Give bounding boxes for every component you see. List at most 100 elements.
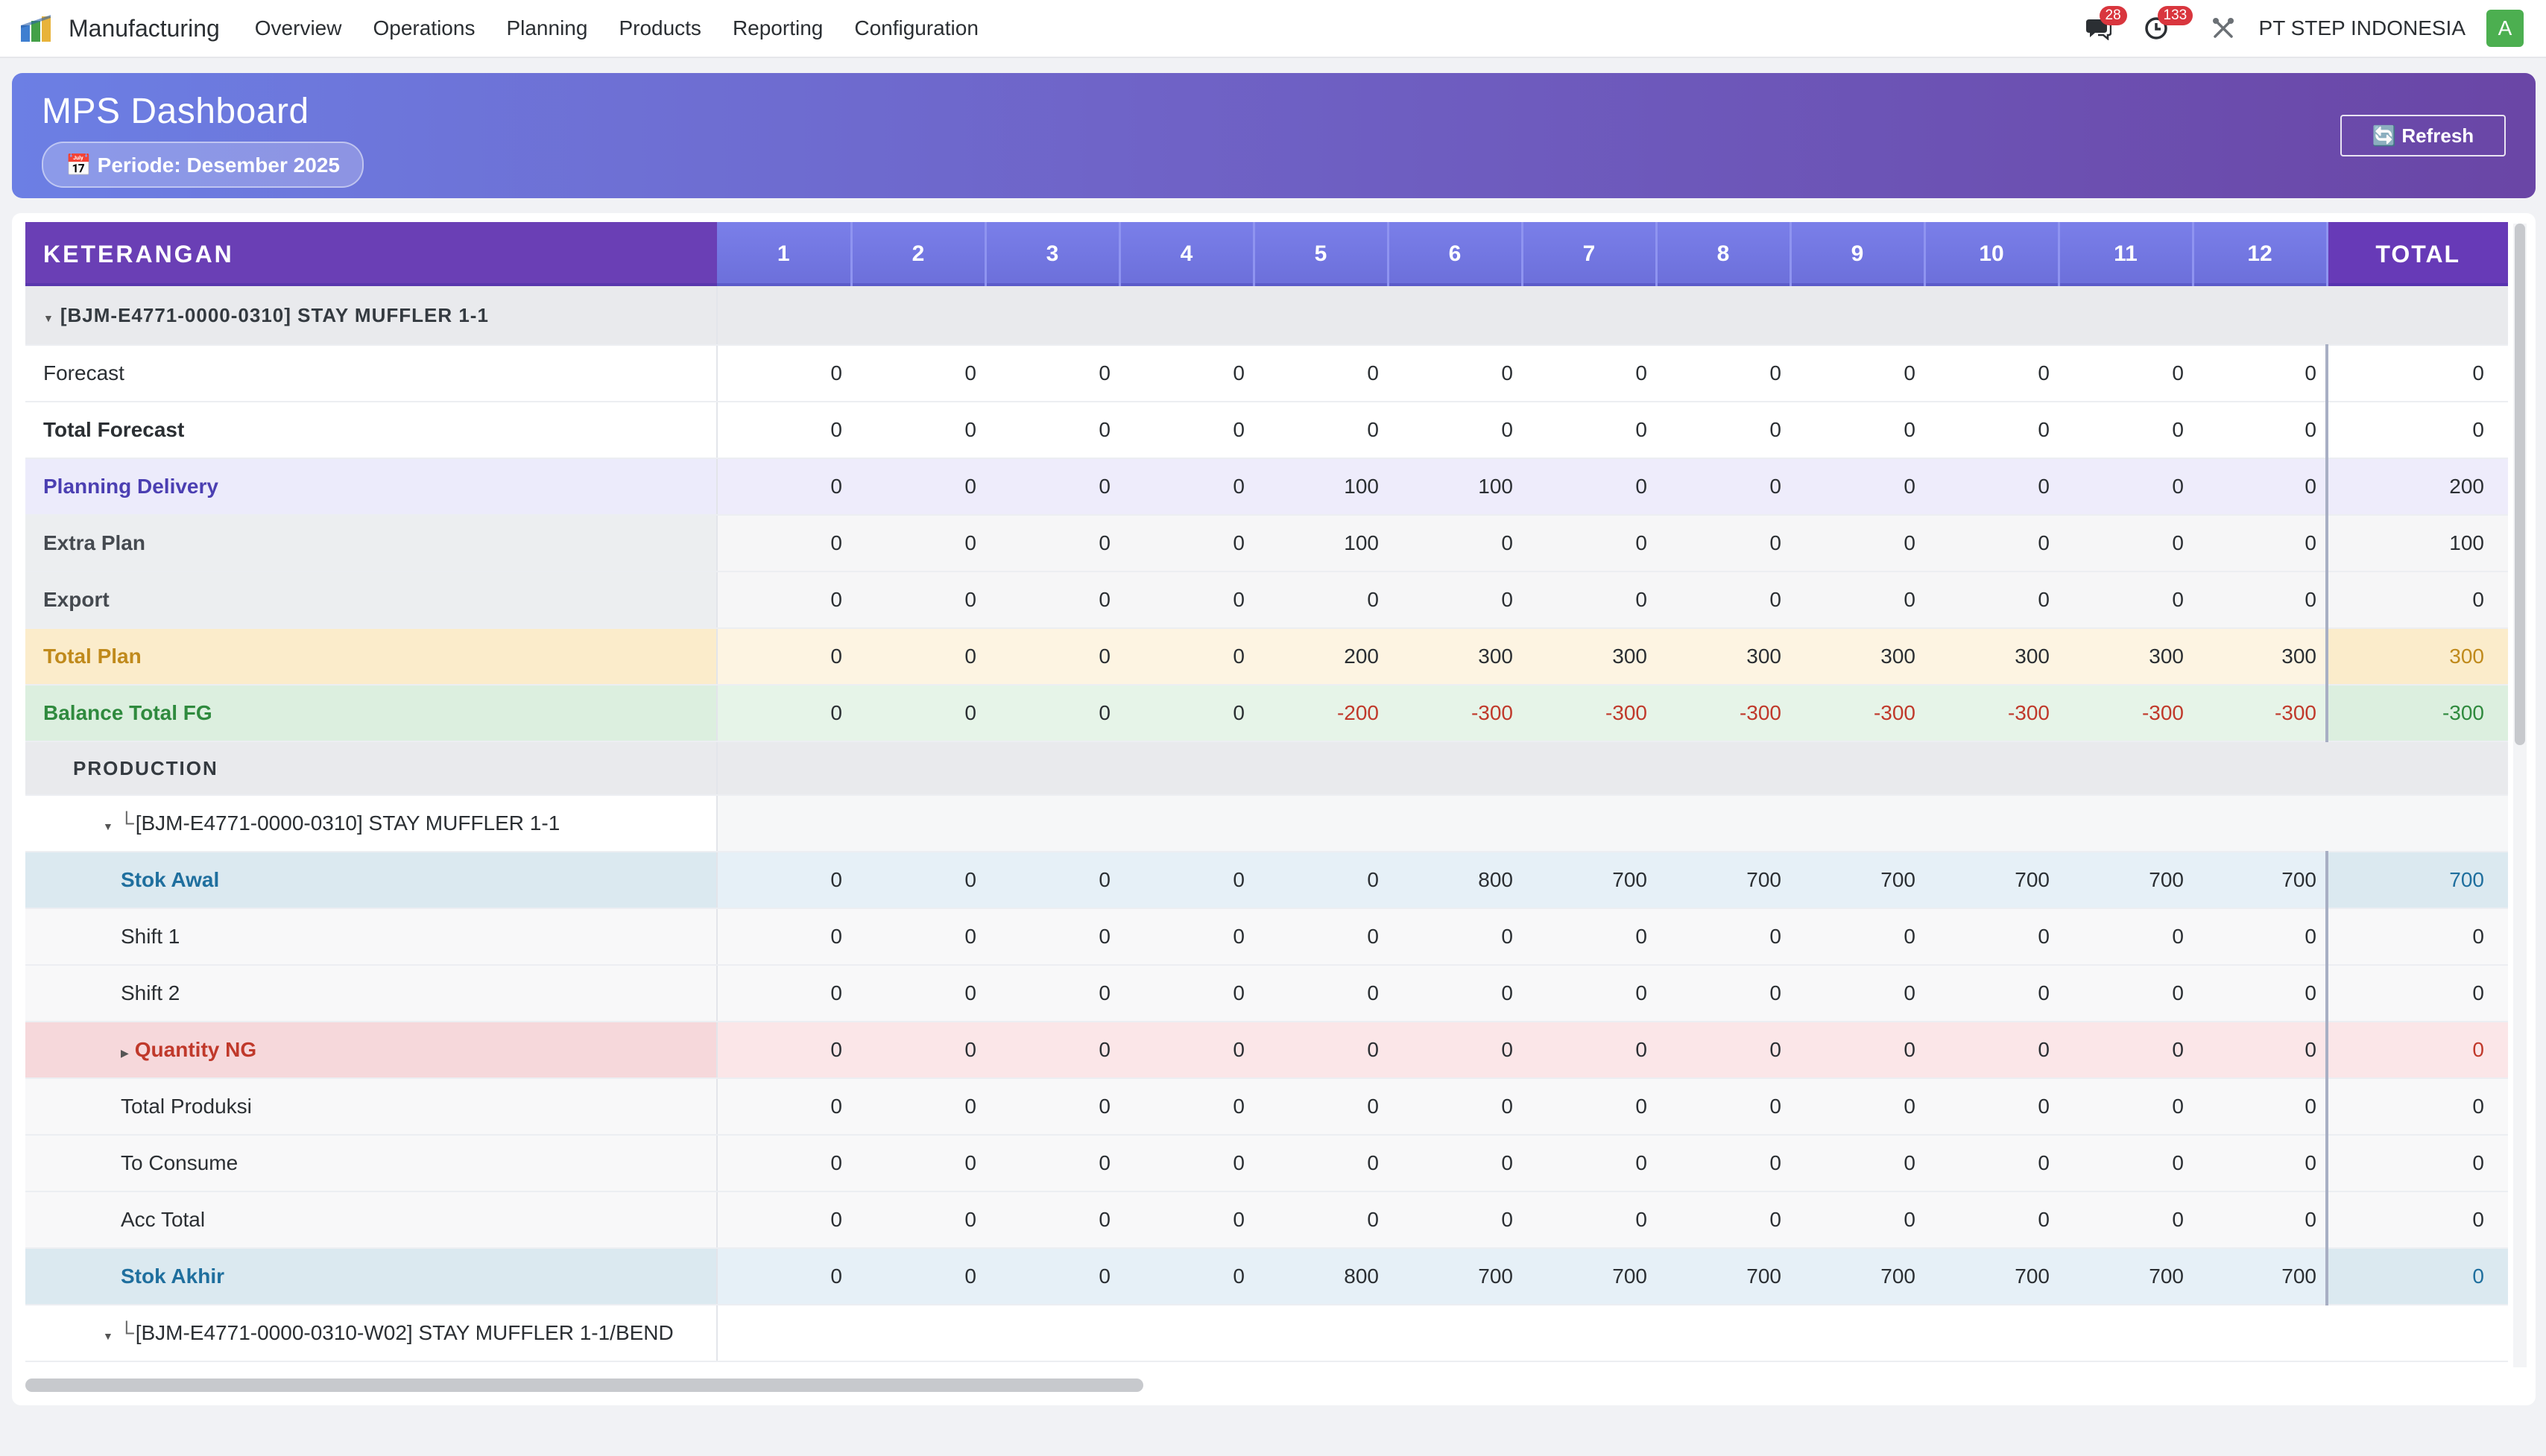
tree-branch-icon: └ <box>119 1321 134 1344</box>
cell-month-value: 0 <box>1119 908 1254 966</box>
cell-month-value: 0 <box>2193 458 2327 516</box>
vertical-scrollbar[interactable] <box>2513 224 2527 1367</box>
item-row-spacer <box>717 795 2508 852</box>
cell-month-value: 0 <box>851 908 985 966</box>
cell-month-value: 0 <box>851 1078 985 1136</box>
column-header-month: 1 <box>717 222 853 286</box>
cell-month-value: 0 <box>1924 965 2059 1022</box>
debug-tools-button[interactable] <box>2207 12 2240 45</box>
cell-total-value: -300 <box>2325 685 2508 742</box>
cell-total-value: 200 <box>2325 458 2508 516</box>
top-navbar: Manufacturing Overview Operations Planni… <box>0 0 2546 58</box>
cell-month-value: 0 <box>1522 402 1656 459</box>
row-label-text: Stok Awal <box>121 868 220 891</box>
cell-month-value: 0 <box>1924 515 2059 572</box>
cell-month-value: 0 <box>985 965 1119 1022</box>
app-name: Manufacturing <box>69 14 220 42</box>
cell-month-value: 0 <box>1388 1191 1522 1249</box>
cell-month-value: 300 <box>2059 628 2193 686</box>
cell-month-value: 0 <box>1119 1022 1254 1079</box>
mps-row: Extra Plan 0 0 0 0 100 0 0 0 0 0 0 0 100 <box>25 515 2508 572</box>
horizontal-scrollbar[interactable] <box>25 1379 2508 1393</box>
cell-month-value: -300 <box>2193 685 2327 742</box>
cell-month-value: 0 <box>1119 685 1254 742</box>
cell-month-value: 0 <box>1254 1191 1388 1249</box>
cell-month-value: 0 <box>851 572 985 629</box>
cell-month-value: 700 <box>1924 852 2059 909</box>
cell-month-value: 0 <box>1924 572 2059 629</box>
cell-month-value: 0 <box>717 402 851 459</box>
cell-month-value: 0 <box>1119 852 1254 909</box>
production-item-row[interactable]: ▼ └[BJM-E4771-0000-0310] STAY MUFFLER 1-1 <box>25 795 2508 852</box>
cell-month-value: 0 <box>1790 1135 1924 1192</box>
production-item-label[interactable]: ▼ └[BJM-E4771-0000-0310-W02] STAY MUFFLER… <box>25 1305 718 1362</box>
product-group-row[interactable]: ▼ [BJM-E4771-0000-0310] STAY MUFFLER 1-1 <box>25 286 2508 346</box>
cell-month-value: 0 <box>1119 572 1254 629</box>
cell-month-value: 0 <box>851 402 985 459</box>
cell-month-value: 0 <box>851 458 985 516</box>
cell-month-value: 0 <box>1924 908 2059 966</box>
cell-month-value: 0 <box>2193 1022 2327 1079</box>
row-label-text: Export <box>43 588 110 611</box>
production-item-label[interactable]: ▼ └[BJM-E4771-0000-0310] STAY MUFFLER 1-1 <box>25 795 718 852</box>
cell-month-value: 0 <box>1790 515 1924 572</box>
cell-month-value: 0 <box>985 852 1119 909</box>
row-label-text: Shift 1 <box>121 925 180 948</box>
product-group-label[interactable]: ▼ [BJM-E4771-0000-0310] STAY MUFFLER 1-1 <box>25 286 718 346</box>
menu-operations[interactable]: Operations <box>373 16 476 39</box>
cell-month-value: 700 <box>2059 1248 2193 1305</box>
production-item-row[interactable]: ▼ └[BJM-E4771-0000-0310-W02] STAY MUFFLER… <box>25 1305 2508 1362</box>
cell-month-value: 0 <box>717 515 851 572</box>
cell-month-value: 700 <box>1790 852 1924 909</box>
cell-month-value: 700 <box>1522 1248 1656 1305</box>
cell-month-value: 0 <box>1254 572 1388 629</box>
row-label: Stok Akhir <box>25 1248 718 1305</box>
menu-overview[interactable]: Overview <box>254 16 342 39</box>
cell-month-value: 0 <box>985 402 1119 459</box>
cell-month-value: 0 <box>1656 1078 1790 1136</box>
row-label: Balance Total FG <box>25 685 718 742</box>
messages-button[interactable]: 28 <box>2082 6 2127 45</box>
menu-planning[interactable]: Planning <box>506 16 588 39</box>
cell-month-value: 0 <box>851 1022 985 1079</box>
cell-month-value: 0 <box>1656 965 1790 1022</box>
vertical-scroll-thumb[interactable] <box>2515 224 2525 745</box>
mps-row: Export 0 0 0 0 0 0 0 0 0 0 0 0 0 <box>25 572 2508 629</box>
mps-table-viewport[interactable]: KETERANGAN 1 2 3 4 5 6 7 8 9 10 11 12 TO… <box>25 222 2508 1370</box>
app-brand[interactable]: Manufacturing <box>19 13 239 43</box>
cell-month-value: 0 <box>851 515 985 572</box>
production-row: To Consume 0 0 0 0 0 0 0 0 0 0 0 0 0 <box>25 1135 2508 1192</box>
cell-month-value: 0 <box>851 628 985 686</box>
cell-month-value: 0 <box>1254 1135 1388 1192</box>
cell-month-value: 0 <box>1254 402 1388 459</box>
cell-month-value: 0 <box>2193 908 2327 966</box>
cell-month-value: 0 <box>1522 572 1656 629</box>
cell-month-value: 0 <box>717 628 851 686</box>
refresh-button[interactable]: 🔄 Refresh <box>2340 115 2506 156</box>
cell-month-value: 0 <box>985 1078 1119 1136</box>
cell-month-value: 0 <box>851 1248 985 1305</box>
cell-month-value: -300 <box>1656 685 1790 742</box>
table-header-row: KETERANGAN 1 2 3 4 5 6 7 8 9 10 11 12 TO… <box>25 222 2508 286</box>
activities-button[interactable]: 133 <box>2140 6 2193 45</box>
cell-month-value: 0 <box>2193 965 2327 1022</box>
row-label-text: Acc Total <box>121 1208 206 1231</box>
row-label[interactable]: ▶ Quantity NG <box>25 1022 718 1079</box>
mps-row: Balance Total FG 0 0 0 0 -200 -300 -300 -300 -300… <box>25 685 2508 742</box>
company-switcher[interactable]: PT STEP INDONESIA <box>2258 16 2466 39</box>
user-avatar[interactable]: A <box>2486 10 2524 47</box>
cell-month-value: 0 <box>717 685 851 742</box>
row-label-text: Quantity NG <box>134 1038 257 1061</box>
menu-configuration[interactable]: Configuration <box>854 16 979 39</box>
row-label-text: Planning Delivery <box>43 475 218 498</box>
caret-down-icon: ▼ <box>103 1330 113 1342</box>
cell-month-value: 0 <box>1388 1135 1522 1192</box>
column-header-month: 3 <box>985 222 1121 286</box>
cell-month-value: 0 <box>1119 965 1254 1022</box>
cell-month-value: 800 <box>1388 852 1522 909</box>
horizontal-scroll-thumb[interactable] <box>25 1379 1143 1392</box>
menu-reporting[interactable]: Reporting <box>732 16 824 39</box>
cell-month-value: 0 <box>717 345 851 402</box>
menu-products[interactable]: Products <box>619 16 701 39</box>
cell-month-value: 0 <box>1254 345 1388 402</box>
